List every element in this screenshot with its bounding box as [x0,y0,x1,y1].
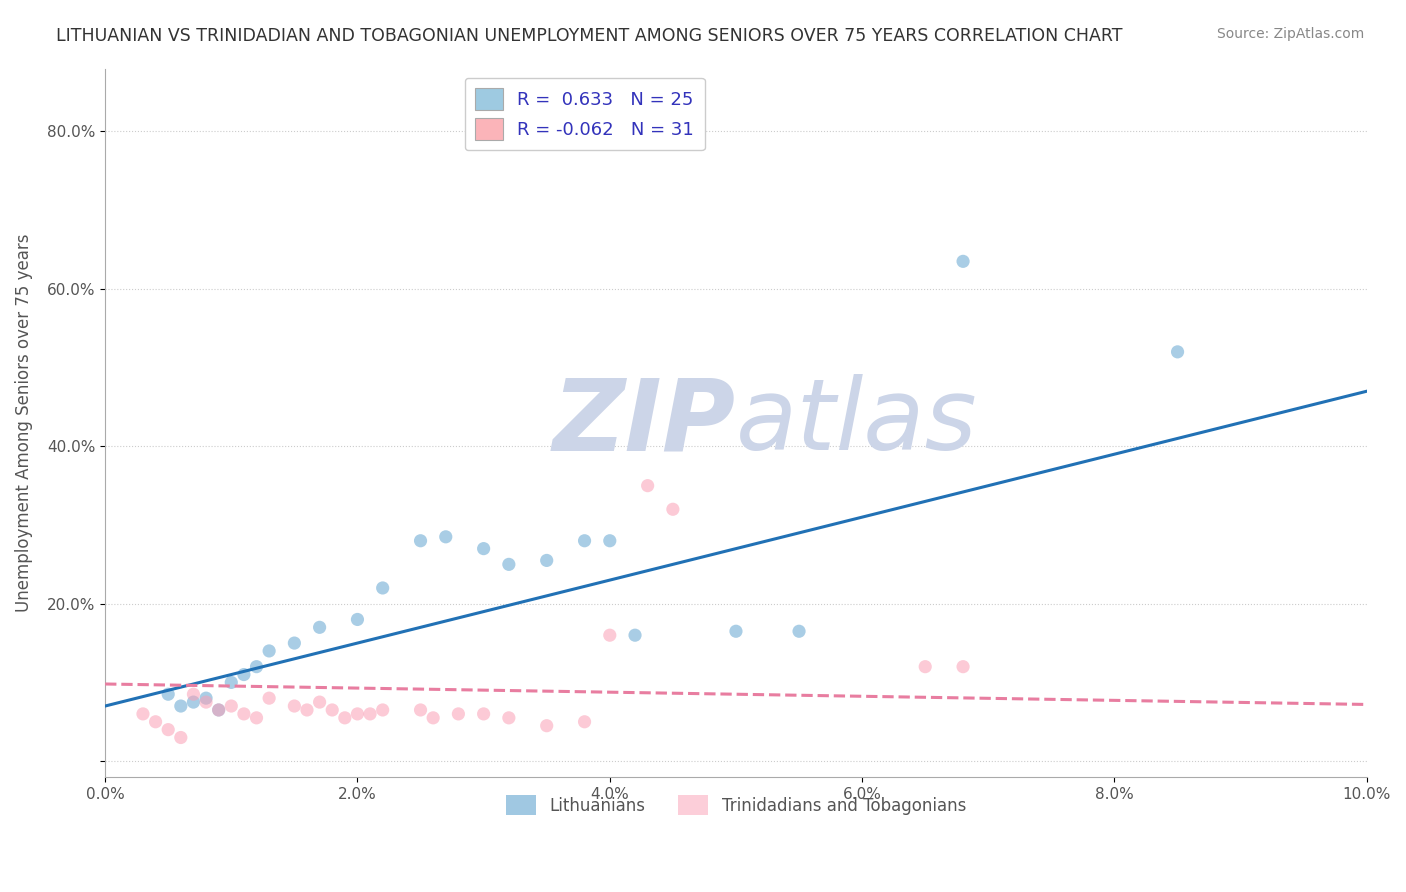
Point [409,533,432,548]
Point [952,659,974,673]
Point [637,478,659,492]
Point [170,699,193,714]
Point [257,644,280,658]
Point [409,703,432,717]
Point [359,706,381,721]
Point [157,687,180,701]
Point [232,667,254,681]
Text: LITHUANIAN VS TRINIDADIAN AND TOBAGONIAN UNEMPLOYMENT AMONG SENIORS OVER 75 YEAR: LITHUANIAN VS TRINIDADIAN AND TOBAGONIAN… [56,27,1123,45]
Point [283,636,305,650]
Point [219,699,242,714]
Y-axis label: Unemployment Among Seniors over 75 years: Unemployment Among Seniors over 75 years [15,234,32,612]
Point [599,628,621,642]
Point [245,711,267,725]
Point [346,612,368,626]
Point [662,502,685,516]
Point [346,706,368,721]
Point [145,714,167,729]
Text: Source: ZipAtlas.com: Source: ZipAtlas.com [1216,27,1364,41]
Point [308,620,330,634]
Point [295,703,318,717]
Point [371,581,394,595]
Text: ZIP: ZIP [553,374,735,471]
Point [434,530,457,544]
Point [132,706,155,721]
Point [498,558,520,572]
Point [195,695,218,709]
Point [371,703,394,717]
Point [914,659,936,673]
Point [574,533,596,548]
Point [536,719,558,733]
Point [599,533,621,548]
Point [232,706,254,721]
Point [447,706,470,721]
Point [422,711,444,725]
Point [183,687,205,701]
Point [321,703,343,717]
Point [245,659,267,673]
Point [219,675,242,690]
Point [472,541,495,556]
Point [208,703,231,717]
Point [157,723,180,737]
Point [952,254,974,268]
Point [195,691,218,706]
Point [472,706,495,721]
Point [183,695,205,709]
Point [1167,344,1189,359]
Point [724,624,747,639]
Point [283,699,305,714]
Point [787,624,810,639]
Point [498,711,520,725]
Point [257,691,280,706]
Point [208,703,231,717]
Text: atlas: atlas [735,374,977,471]
Point [536,553,558,567]
Point [574,714,596,729]
Point [333,711,356,725]
Legend: Lithuanians, Trinidadians and Tobagonians: Lithuanians, Trinidadians and Tobagonian… [496,785,976,825]
Point [624,628,647,642]
Point [308,695,330,709]
Point [170,731,193,745]
